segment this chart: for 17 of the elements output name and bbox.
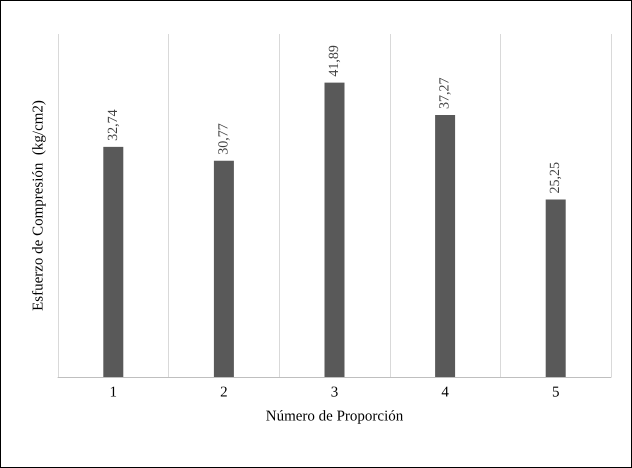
bar xyxy=(324,82,344,377)
y-axis-title: Esfuerzo de Compresión (kg/cm2) xyxy=(30,100,46,311)
bar xyxy=(546,200,566,377)
x-tick-label: 2 xyxy=(220,384,228,400)
x-tick-label: 3 xyxy=(330,384,338,400)
x-tick-label: 1 xyxy=(110,384,118,400)
x-tick-label: 4 xyxy=(441,384,450,400)
data-label: 37,27 xyxy=(438,78,453,110)
x-axis-title: Número de Proporción xyxy=(266,408,404,424)
bar xyxy=(435,115,456,377)
data-label: 25,25 xyxy=(548,162,564,194)
bar xyxy=(214,160,234,377)
x-tick-label: 5 xyxy=(552,384,560,400)
data-label: 30,77 xyxy=(216,123,232,155)
data-label: 41,89 xyxy=(327,45,342,77)
data-label: 32,74 xyxy=(106,109,121,141)
bar xyxy=(103,146,124,377)
